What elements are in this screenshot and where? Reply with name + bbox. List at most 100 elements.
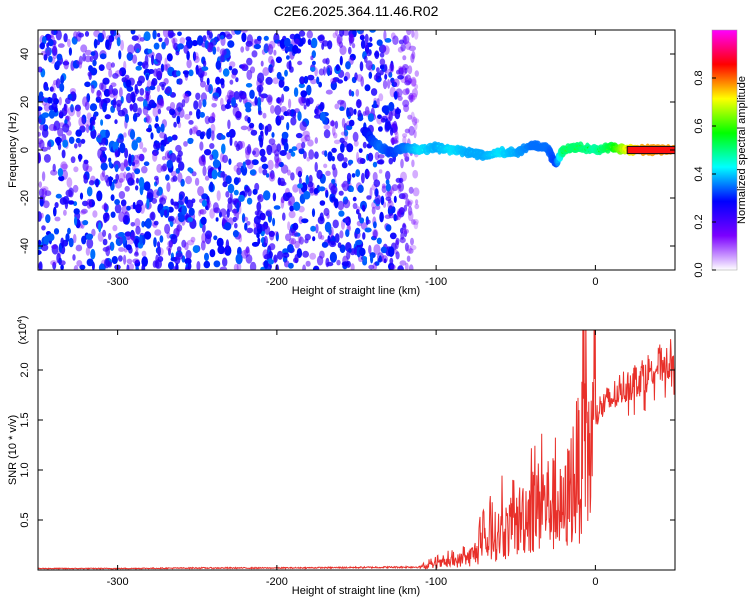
noise-cell <box>342 218 349 223</box>
noise-cell <box>267 159 274 171</box>
noise-cell <box>115 237 123 247</box>
noise-cell <box>261 223 266 232</box>
noise-cell <box>132 165 136 171</box>
noise-cell <box>260 94 265 103</box>
y-tick-label: 0.5 <box>19 512 31 527</box>
noise-cell <box>395 177 402 183</box>
noise-cell <box>192 51 197 61</box>
noise-cell <box>77 32 84 38</box>
x-tick-label: -200 <box>266 576 288 588</box>
noise-cell <box>351 90 355 97</box>
noise-cell <box>200 80 206 88</box>
noise-cell <box>331 163 336 171</box>
noise-cell <box>388 101 395 112</box>
y-tick-label: -40 <box>19 238 31 254</box>
noise-cell <box>339 55 343 66</box>
noise-cell <box>390 264 396 270</box>
noise-cell <box>302 250 309 258</box>
noise-cell <box>67 200 75 205</box>
noise-cell <box>233 263 239 270</box>
noise-cell <box>260 155 267 163</box>
noise-cell <box>220 152 225 163</box>
noise-cell <box>244 222 248 231</box>
noise-cell <box>119 142 126 154</box>
noise-cell <box>323 207 330 217</box>
noise-cell <box>366 170 371 177</box>
noise-cell <box>211 95 218 101</box>
noise-cell <box>414 30 419 40</box>
noise-cell <box>263 35 269 41</box>
noise-cell <box>356 208 360 215</box>
noise-cell <box>69 88 76 95</box>
noise-cell <box>361 204 366 211</box>
noise-cell <box>161 156 167 161</box>
noise-cell <box>109 241 115 251</box>
noise-cell <box>256 201 262 212</box>
noise-cell <box>212 46 217 55</box>
noise-cell <box>224 104 232 109</box>
noise-cell <box>123 254 127 265</box>
noise-cell <box>157 108 162 115</box>
noise-cell <box>317 35 325 41</box>
noise-cell <box>378 255 382 263</box>
noise-cell <box>103 202 108 211</box>
noise-cell <box>369 30 376 33</box>
noise-cell <box>387 79 391 89</box>
noise-cell <box>130 231 136 241</box>
noise-cell <box>193 100 199 110</box>
noise-cell <box>276 157 282 166</box>
spectrogram-noise-cloud <box>38 30 420 270</box>
noise-cell <box>280 198 285 209</box>
noise-cell <box>181 205 187 215</box>
noise-cell <box>48 55 53 63</box>
noise-cell <box>252 188 258 195</box>
noise-cell <box>408 45 416 52</box>
noise-cell <box>388 246 395 257</box>
noise-cell <box>78 116 86 128</box>
noise-cell <box>226 132 231 138</box>
noise-cell <box>119 236 123 245</box>
noise-cell <box>136 199 144 207</box>
noise-cell <box>199 209 207 215</box>
noise-cell <box>212 202 219 213</box>
noise-cell <box>55 30 62 41</box>
noise-cell <box>381 105 389 114</box>
noise-cell <box>245 246 250 254</box>
noise-cell <box>374 194 382 205</box>
noise-cell <box>356 206 361 212</box>
noise-cell <box>75 137 81 144</box>
noise-cell <box>378 44 387 54</box>
noise-cell <box>410 53 415 63</box>
noise-cell <box>325 170 331 176</box>
x-tick-label: -200 <box>266 276 288 288</box>
noise-cell <box>313 187 319 195</box>
noise-cell <box>403 35 407 46</box>
noise-cell <box>206 128 212 140</box>
noise-cell <box>112 88 119 96</box>
noise-cell <box>202 60 207 67</box>
noise-cell <box>45 214 51 224</box>
snr-y-multiplier: (x104) <box>17 316 29 345</box>
noise-cell <box>402 222 406 228</box>
noise-cell <box>154 259 162 269</box>
noise-cell <box>268 173 276 182</box>
noise-cell <box>246 159 254 170</box>
noise-cell <box>155 67 163 79</box>
noise-cell <box>68 237 74 248</box>
noise-cell <box>170 170 177 177</box>
spectrogram-signal-track <box>360 126 675 168</box>
noise-cell <box>294 38 300 46</box>
noise-cell <box>244 102 252 109</box>
noise-cell <box>82 96 88 107</box>
noise-cell <box>38 66 43 73</box>
noise-cell <box>74 104 81 112</box>
noise-cell <box>368 71 373 79</box>
noise-cell <box>161 83 165 91</box>
noise-cell <box>336 36 341 46</box>
noise-cell <box>124 147 129 159</box>
noise-cell <box>307 181 314 188</box>
noise-cell <box>379 64 385 70</box>
noise-cell <box>117 232 125 237</box>
noise-cell <box>167 240 173 248</box>
